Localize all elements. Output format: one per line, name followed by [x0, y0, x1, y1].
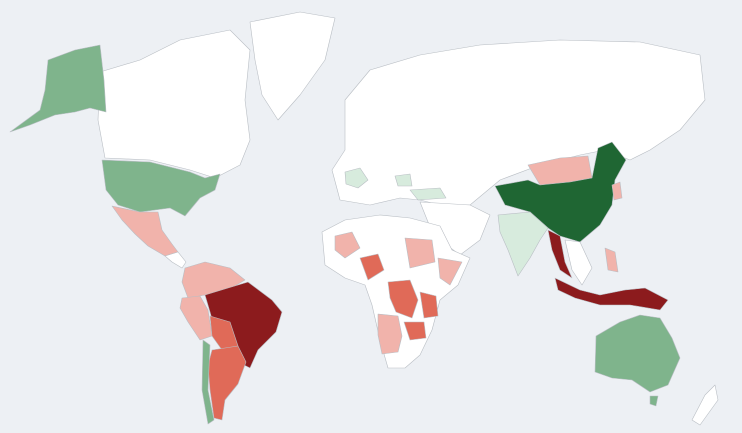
india — [497, 211, 549, 277]
australia — [594, 314, 681, 393]
myanmar — [547, 229, 573, 279]
nigeria — [359, 253, 385, 281]
horn-africa — [437, 257, 463, 286]
zambia — [403, 321, 427, 341]
indonesia — [554, 277, 669, 311]
canada — [97, 29, 251, 179]
angola — [377, 313, 403, 355]
turkey — [409, 187, 447, 201]
tasmania — [649, 395, 659, 407]
central-america — [164, 251, 187, 269]
korea — [611, 181, 623, 201]
usa — [101, 159, 221, 217]
west-africa — [334, 231, 361, 259]
philippines — [604, 247, 619, 273]
sudan — [404, 237, 436, 269]
europe-east — [394, 173, 413, 187]
tanzania — [419, 291, 439, 319]
southeast-asia — [564, 239, 593, 286]
argentina — [207, 345, 247, 421]
chile — [201, 339, 215, 425]
alaska — [9, 44, 107, 133]
drc — [387, 279, 419, 319]
new-zealand — [691, 384, 719, 426]
greenland — [249, 11, 336, 121]
peru — [179, 295, 213, 341]
eurasia — [331, 39, 706, 206]
europe-west — [344, 167, 369, 189]
